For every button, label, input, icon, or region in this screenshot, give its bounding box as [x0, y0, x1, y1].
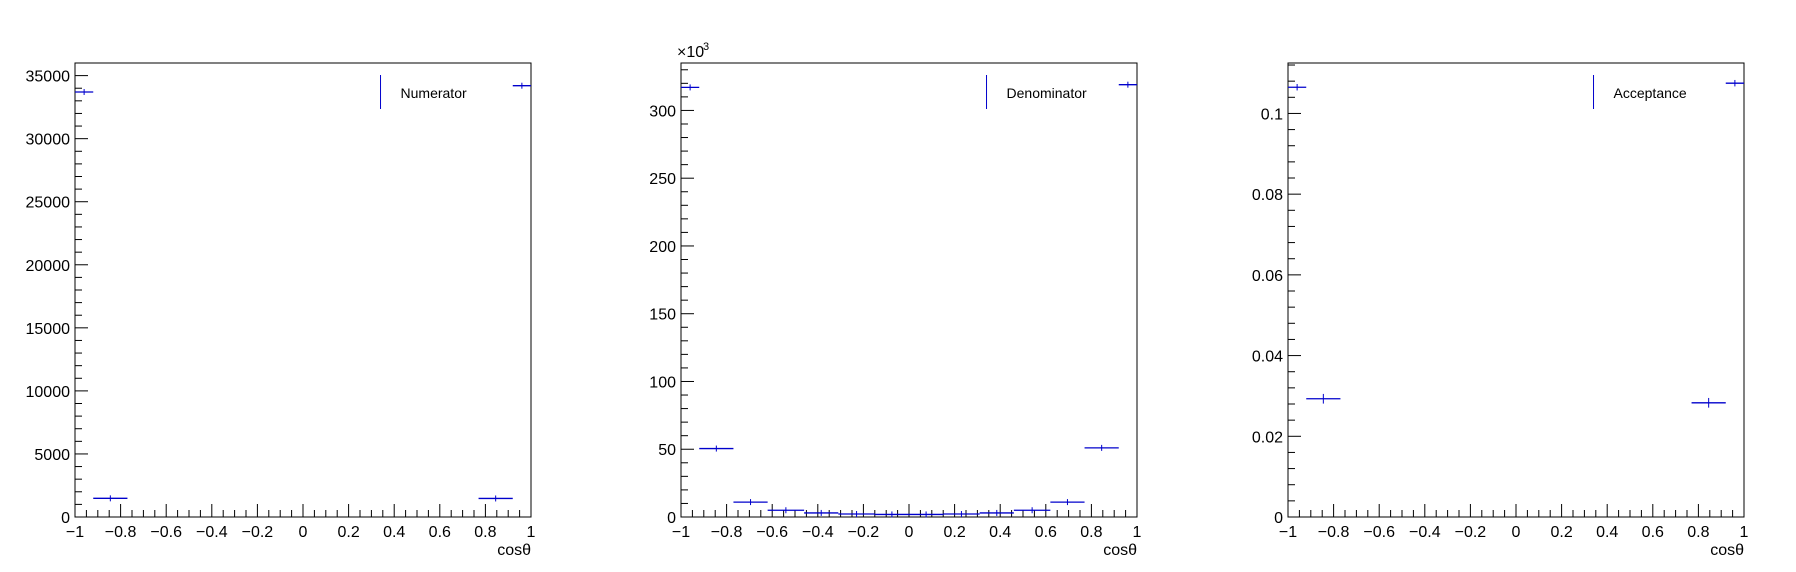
- y-tick-label: 0: [1274, 510, 1283, 527]
- y-tick-label: 0.1: [1261, 106, 1283, 123]
- x-tick-label: −1: [66, 524, 84, 541]
- chart-panel-2: −1 −0.8 −0.6 −0.4 −0.2 0 0.2 0.4 0.6 0.8 1 0 50 100 15…: [649, 41, 1141, 559]
- x-tick-label: 0.2: [337, 524, 359, 541]
- x-tick-label: −0.2: [1455, 524, 1487, 541]
- y-tick-label: 200: [649, 239, 676, 256]
- legend-label: Denominator: [1007, 85, 1087, 101]
- x-tick-label: 0.8: [1687, 524, 1709, 541]
- y-tick-label: 0: [61, 510, 70, 527]
- y-tick-label: 0.08: [1252, 187, 1283, 204]
- x-tick-label: 1: [527, 524, 536, 541]
- x-tick-label: −0.4: [196, 524, 228, 541]
- x-tick-label: 0: [1512, 524, 1521, 541]
- x-tick-label: 0.4: [383, 524, 405, 541]
- x-tick-label: 0.2: [943, 524, 965, 541]
- y-tick-label: 15000: [26, 321, 71, 338]
- x-tick-label: −0.8: [1318, 524, 1350, 541]
- y-tick-label: 25000: [26, 195, 71, 212]
- y-tick-label: 150: [649, 307, 676, 324]
- legend-label: Numerator: [401, 85, 467, 101]
- x-axis-label: cosθ: [1103, 542, 1137, 559]
- x-tick-label: −0.4: [802, 524, 834, 541]
- legend-label: Acceptance: [1614, 85, 1687, 101]
- x-tick-label: 0.4: [1596, 524, 1618, 541]
- y-tick-label: 0: [667, 510, 676, 527]
- x-tick-label: 0.2: [1550, 524, 1572, 541]
- x-tick-label: −0.6: [1363, 524, 1395, 541]
- y-tick-label: 35000: [26, 69, 71, 86]
- y-tick-label: 5000: [34, 447, 70, 464]
- chart-panel-1: −1 −0.8 −0.6 −0.4 −0.2 0 0.2 0.4 0.6 0.8 1 0 5000 100…: [26, 62, 536, 559]
- plot-frame: [74, 62, 532, 518]
- x-tick-label: 1: [1740, 524, 1749, 541]
- x-tick-label: 0.8: [474, 524, 496, 541]
- x-tick-label: 0.4: [989, 524, 1011, 541]
- x-tick-label: −0.8: [711, 524, 743, 541]
- x-tick-label: 0.8: [1080, 524, 1102, 541]
- x-tick-label: 0.6: [1035, 524, 1057, 541]
- y-tick-label: 100: [649, 374, 676, 391]
- x-tick-label: −0.4: [1409, 524, 1441, 541]
- plot-frame: [1287, 62, 1745, 518]
- x-tick-label: 1: [1133, 524, 1142, 541]
- x-tick-label: 0: [299, 524, 308, 541]
- x-tick-label: −0.6: [756, 524, 788, 541]
- x-tick-label: 0: [905, 524, 914, 541]
- plot-frame: [680, 62, 1138, 518]
- x-tick-label: −0.2: [242, 524, 274, 541]
- x-tick-label: −1: [672, 524, 690, 541]
- x-tick-label: −0.6: [150, 524, 182, 541]
- chart-panel-3: −1 −0.8 −0.6 −0.4 −0.2 0 0.2 0.4 0.6 0.8 1 0 0.02 0.0…: [1252, 62, 1749, 559]
- y-tick-label: 0.02: [1252, 429, 1283, 446]
- y-tick-label: 0.06: [1252, 268, 1283, 285]
- x-tick-label: 0.6: [1642, 524, 1664, 541]
- y-tick-label: 20000: [26, 258, 71, 275]
- x-axis-label: cosθ: [497, 542, 531, 559]
- y-tick-label: 250: [649, 171, 676, 188]
- y-tick-label: 10000: [26, 384, 71, 401]
- x-tick-label: −1: [1279, 524, 1297, 541]
- x-tick-label: 0.6: [429, 524, 451, 541]
- y-tick-label: 0.04: [1252, 349, 1283, 366]
- x-tick-label: −0.8: [105, 524, 137, 541]
- y-multiplier-label: ×10: [677, 44, 704, 61]
- y-tick-label: 50: [658, 442, 676, 459]
- y-tick-label: 30000: [26, 132, 71, 149]
- y-tick-label: 300: [649, 103, 676, 120]
- y-multiplier-exponent: 3: [703, 41, 709, 53]
- x-tick-label: −0.2: [848, 524, 880, 541]
- x-axis-label: cosθ: [1710, 542, 1744, 559]
